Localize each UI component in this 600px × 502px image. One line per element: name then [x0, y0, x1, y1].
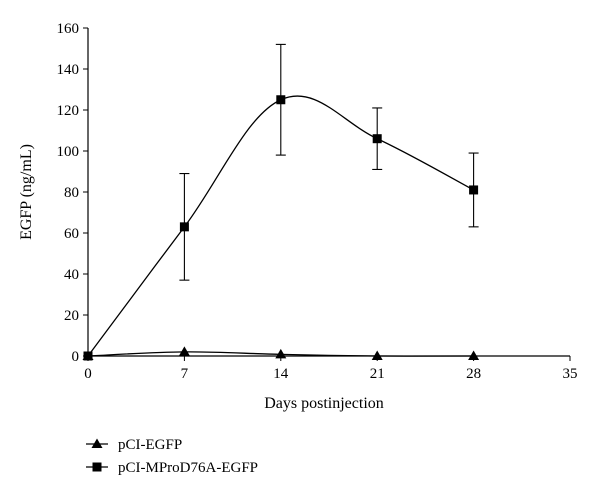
- y-tick-label: 140: [57, 62, 80, 78]
- x-axis-title: Days postinjection: [264, 395, 384, 412]
- legend-label: pCI-MProD76A-EGFP: [118, 460, 258, 476]
- y-tick-label: 20: [64, 308, 79, 324]
- legend-label: pCI-EGFP: [118, 437, 182, 453]
- data-point: [178, 346, 190, 356]
- y-axis-title: EGFP (ng/mL): [18, 144, 35, 240]
- x-tick-label: 14: [273, 366, 289, 382]
- x-tick-label: 0: [84, 366, 92, 382]
- y-tick-label: 60: [64, 226, 79, 242]
- legend-entry: pCI-EGFP: [86, 437, 182, 453]
- legend: pCI-EGFP pCI-MProD76A-EGFP: [86, 437, 258, 476]
- y-tick-label: 40: [64, 267, 79, 283]
- legend-marker: [92, 462, 102, 472]
- plot-area: [82, 43, 480, 361]
- y-tick-label: 0: [72, 349, 80, 365]
- legend-marker: [91, 438, 103, 448]
- data-point: [276, 95, 286, 105]
- series-square: [83, 43, 479, 361]
- y-tick-label: 80: [64, 185, 79, 201]
- x-tick-label: 28: [466, 366, 481, 382]
- x-tick-label: 35: [563, 366, 578, 382]
- x-tick-label: 7: [181, 366, 189, 382]
- data-point: [371, 350, 383, 360]
- y-tick-label: 120: [57, 103, 80, 119]
- data-point: [372, 134, 382, 144]
- y-tick-label: 160: [57, 21, 80, 37]
- axes: 0 7 14 21 28 35 0 20 40 60 80 100 120 140 160 Days post…: [18, 21, 578, 412]
- legend-entry: pCI-MProD76A-EGFP: [86, 460, 258, 476]
- data-point: [179, 222, 189, 232]
- data-point: [468, 350, 480, 360]
- data-point: [469, 185, 479, 195]
- x-tick-label: 21: [370, 366, 385, 382]
- y-tick-label: 100: [57, 144, 80, 160]
